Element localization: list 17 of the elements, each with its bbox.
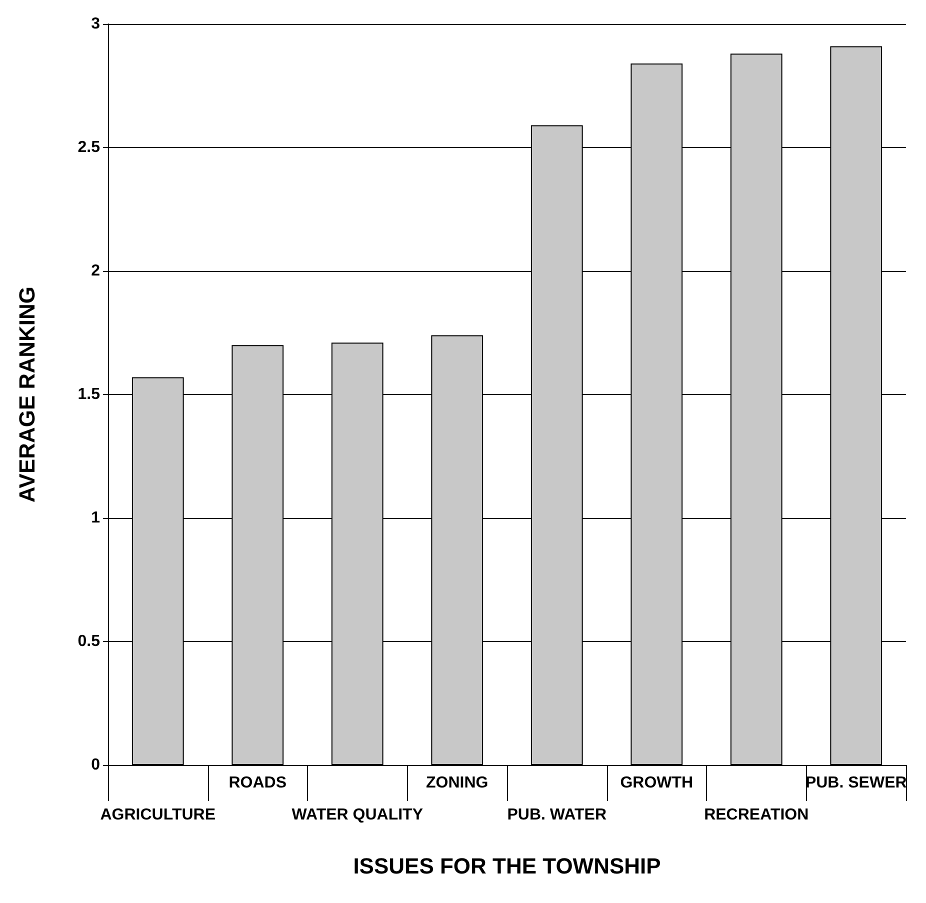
x-tick-label: RECREATION bbox=[704, 806, 809, 824]
y-tick-label: 2.5 bbox=[78, 139, 100, 156]
x-tick-label: PUB. SEWER bbox=[805, 774, 908, 792]
x-tick-label: ROADS bbox=[228, 774, 287, 792]
y-tick-label: 0.5 bbox=[78, 633, 100, 650]
x-tick-label: AGRICULTURE bbox=[100, 806, 216, 824]
x-tick-label: PUB. WATER bbox=[507, 806, 607, 824]
y-axis-title: AVERAGE RANKING bbox=[14, 286, 40, 502]
y-tick-label: 2 bbox=[91, 262, 100, 280]
y-tick-label: 1 bbox=[91, 510, 100, 526]
y-tick-label: 1.5 bbox=[78, 386, 100, 403]
y-tick-label: 0 bbox=[91, 756, 100, 774]
x-tick-label: ZONING bbox=[426, 774, 488, 792]
x-axis-title: ISSUES FOR THE TOWNSHIP bbox=[353, 854, 661, 878]
y-tick-label: 3 bbox=[91, 16, 100, 32]
x-tick-label: WATER QUALITY bbox=[292, 806, 424, 824]
x-tick-label: GROWTH bbox=[620, 774, 694, 792]
